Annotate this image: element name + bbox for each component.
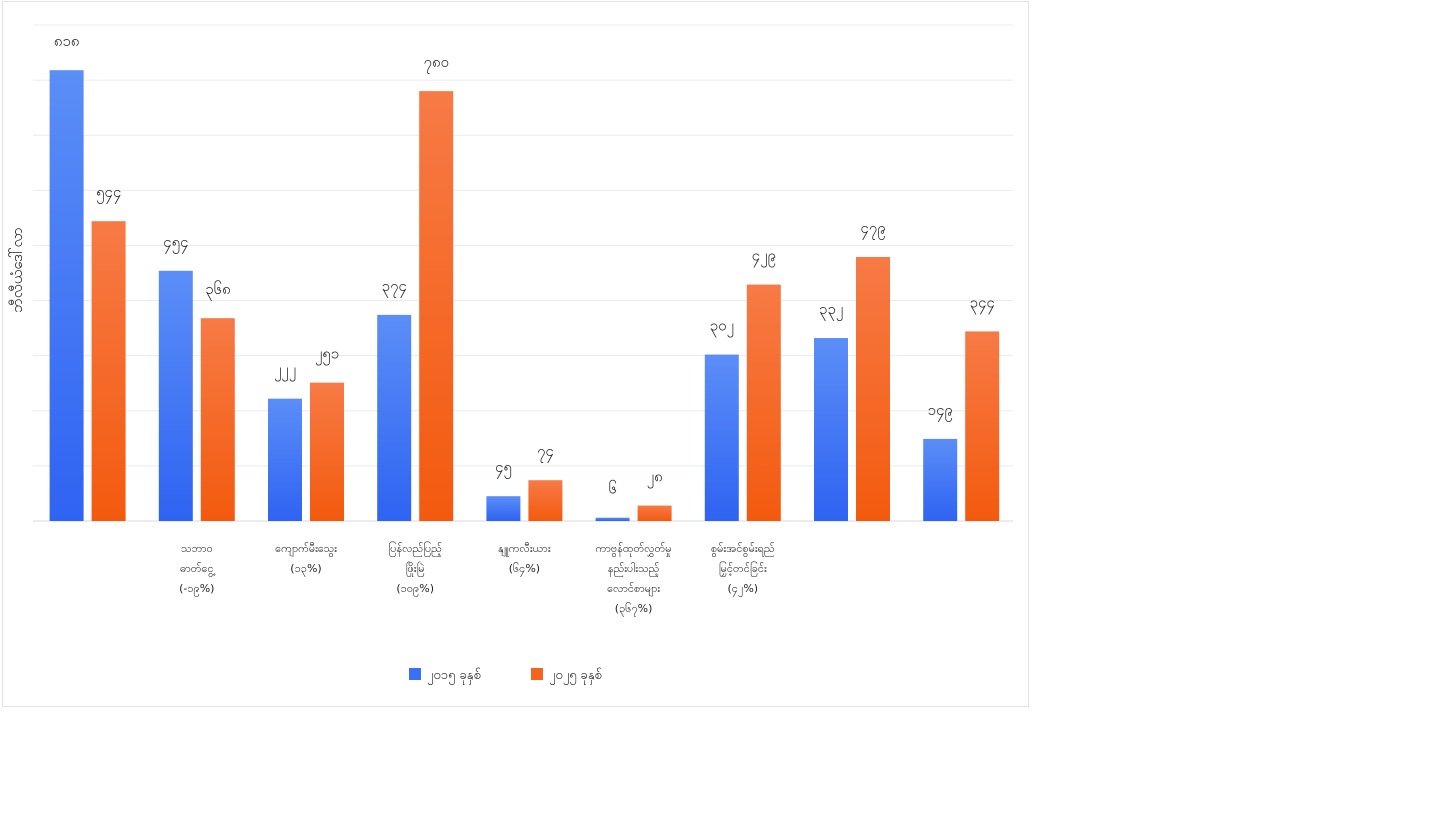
legend-label-2025: ၂၀၂၅ ခုနှစ် [549, 667, 602, 685]
legend-swatch-2025 [531, 668, 543, 680]
legend: ၂၀၁၅ ခုနှစ် ၂၀၂၅ ခုနှစ် [409, 667, 602, 685]
bar-2015 [377, 314, 412, 521]
bar-2025 [200, 318, 235, 521]
category-label: (၆၄%) [509, 562, 540, 577]
category-label: ကာဗွန်ထုတ်လွှတ်မှု [596, 542, 672, 557]
data-label: ၅၄၄ [96, 183, 121, 204]
category-label: (-၁၉%) [179, 582, 214, 597]
bars [49, 70, 1000, 522]
category-label: သဘာဝ [181, 542, 213, 555]
bar-2015 [158, 270, 193, 521]
category-label: နျူကလီးယား [498, 542, 551, 557]
bar-2025 [965, 331, 1000, 521]
legend-swatch-2015 [409, 668, 421, 680]
data-label: ၂၅၁ [315, 345, 339, 366]
y-axis-label: ဘီလီယံဒေါ်လာ [8, 227, 26, 312]
category-label: စွမ်းအင်စွမ်းရည် [711, 542, 775, 557]
data-label: ၂၂၂ [274, 361, 296, 382]
category-label: ဓာတ်ငွေ့ [180, 562, 215, 577]
chart-frame [2, 1, 1029, 707]
category-label: မြှင့်တင်ခြင်း [719, 561, 767, 577]
data-label: ၄၂၉ [752, 247, 776, 268]
data-label: ၇၈၀ [423, 53, 448, 74]
bar-2025 [310, 382, 344, 521]
bar-2015 [268, 398, 302, 521]
gridlines [33, 24, 1013, 522]
data-label: ၆ [608, 480, 616, 498]
data-label: ၃၇၄ [382, 277, 407, 298]
data-label: ၃၆၈ [205, 280, 230, 301]
data-label: ၇၄ [537, 442, 554, 463]
bar-2025 [856, 257, 890, 521]
data-label: ၄၇၉ [860, 219, 885, 240]
data-label: ၈၁၈ [54, 32, 80, 50]
data-label: ၂၈ [647, 468, 663, 489]
data-label: ၄၅၄ [163, 233, 188, 254]
data-label: ၃၄၄ [970, 293, 995, 314]
category-label: ပြန်လည်ပြည့် [388, 541, 442, 557]
category-label: (၁၃%) [290, 562, 321, 577]
category-label: ဖြိုးမြဲ [406, 561, 425, 577]
category-label: (၃၆၇%) [615, 602, 653, 617]
category-label: (၄၂%) [727, 582, 758, 597]
category-label: နည်းပါးသည့် [608, 562, 659, 577]
bar-2025 [746, 284, 781, 521]
bar-2025 [419, 91, 454, 521]
bar-2015 [923, 438, 958, 521]
category-labels: သဘာဝဓာတ်ငွေ့ (-၁၉%) ကျောက်မီးသွေး (၁၃%) ပြန်… [179, 541, 775, 617]
bar-2025 [528, 480, 563, 521]
bar-2025 [91, 221, 126, 521]
bar-2015 [486, 496, 521, 521]
data-label: ၄၅ [495, 458, 512, 479]
bar-2015 [49, 70, 84, 522]
bar-2015 [595, 517, 630, 521]
legend-label-2015: ၂၀၁၅ ခုနှစ် [427, 667, 481, 685]
category-label: လောင်စာများ [607, 582, 660, 597]
category-label: ကျောက်မီးသွေး [275, 542, 337, 557]
data-label: ၃၀၂ [710, 317, 734, 338]
bar-2025 [637, 505, 672, 521]
category-label: (၁၀၉%) [396, 582, 434, 597]
bar-2015 [814, 338, 848, 521]
data-label: ၁၄၉ [928, 401, 953, 422]
data-label: ၃၃၂ [819, 300, 843, 321]
bar-2015 [704, 354, 739, 521]
